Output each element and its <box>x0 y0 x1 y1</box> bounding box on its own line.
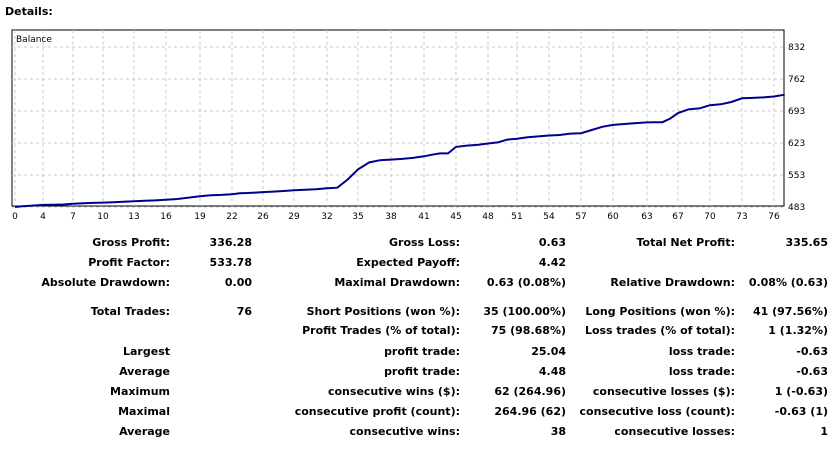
stat-value: -0.63 <box>796 365 828 378</box>
stat-value: -0.63 (1) <box>774 405 828 418</box>
stat-value: 76 <box>236 305 252 318</box>
balance-line <box>14 93 785 208</box>
stat-value: 0.63 (0.08%) <box>486 276 566 289</box>
x-tick-label: 73 <box>736 212 747 222</box>
x-tick-label: 67 <box>672 212 683 222</box>
x-tick-label: 76 <box>768 212 780 222</box>
stat-label: Total Net Profit: <box>636 236 736 249</box>
stat-label: Maximal <box>118 405 170 418</box>
stat-value: 336.28 <box>209 236 252 249</box>
x-tick-label: 35 <box>352 212 363 222</box>
stat-value: 0.00 <box>224 276 252 289</box>
stat-value: 1 <box>820 425 828 438</box>
stat-label: Average <box>119 365 170 378</box>
stat-label: consecutive wins ($): <box>327 385 460 398</box>
stat-label: Average <box>119 425 170 438</box>
details-heading: Details: <box>5 5 53 18</box>
stat-label: Relative Drawdown: <box>610 276 735 289</box>
x-tick-label: 4 <box>40 212 46 222</box>
y-tick-label: 762 <box>788 75 805 85</box>
x-tick-label: 54 <box>543 212 555 222</box>
x-tick-label: 63 <box>641 212 652 222</box>
stat-label: Long Positions (won %): <box>585 305 735 318</box>
stat-label: consecutive losses: <box>614 425 735 438</box>
stat-value: 62 (264.96) <box>494 385 566 398</box>
y-tick-label: 623 <box>788 139 805 149</box>
stat-label: Gross Loss: <box>389 236 460 249</box>
x-tick-label: 45 <box>450 212 461 222</box>
stat-label: Maximum <box>110 385 170 398</box>
stat-label: loss trade: <box>668 345 735 358</box>
x-tick-label: 16 <box>160 212 172 222</box>
stat-value: 75 (98.68%) <box>490 324 566 337</box>
stat-label: Absolute Drawdown: <box>41 276 170 289</box>
stat-label: consecutive profit (count): <box>294 405 460 418</box>
x-axis-ticks: 0 4 7 10 13 16 19 22 26 29 32 35 38 41 45 48 51 54 57 60 63 6… <box>12 212 780 222</box>
x-tick-label: 13 <box>128 212 139 222</box>
stat-value: 0.08% (0.63) <box>748 276 828 289</box>
x-tick-label: 10 <box>97 212 109 222</box>
x-tick-label: 48 <box>482 212 494 222</box>
stat-value: 335.65 <box>785 236 828 249</box>
stat-value: -0.63 <box>796 345 828 358</box>
stat-value: 35 (100.00%) <box>483 305 566 318</box>
x-tick-label: 29 <box>288 212 300 222</box>
stat-value: 4.48 <box>538 365 566 378</box>
stat-value: 4.42 <box>538 256 566 269</box>
stat-value: 41 (97.56%) <box>752 305 828 318</box>
stat-label: consecutive losses ($): <box>592 385 735 398</box>
x-tick-label: 57 <box>575 212 586 222</box>
stat-value: 0.63 <box>538 236 566 249</box>
x-tick-label: 41 <box>418 212 429 222</box>
stat-value: 264.96 (62) <box>494 405 566 418</box>
x-tick-label: 70 <box>704 212 716 222</box>
chart-grid <box>12 30 784 208</box>
stat-label: Total Trades: <box>90 305 170 318</box>
stat-value: 25.04 <box>531 345 566 358</box>
stat-label: Profit Factor: <box>88 256 170 269</box>
y-tick-label: 483 <box>788 203 805 213</box>
y-tick-label: 693 <box>788 107 805 117</box>
stat-label: consecutive wins: <box>349 425 460 438</box>
stat-label: Largest <box>123 345 170 358</box>
stat-label: loss trade: <box>668 365 735 378</box>
stat-label: profit trade: <box>384 345 460 358</box>
stat-label: Short Positions (won %): <box>306 305 460 318</box>
stat-label: Profit Trades (% of total): <box>302 324 460 337</box>
stat-label: Expected Payoff: <box>356 256 460 269</box>
x-tick-label: 51 <box>511 212 522 222</box>
y-tick-label: 553 <box>788 171 805 181</box>
stat-label: Loss trades (% of total): <box>584 324 735 337</box>
y-axis-ticks: 832 762 693 623 553 483 <box>788 43 805 213</box>
x-tick-label: 22 <box>226 212 237 222</box>
chart-series <box>14 93 785 208</box>
balance-chart: Balance 832 762 693 623 553 483 0 4 7 10 13 16 19 22… <box>11 29 805 222</box>
stat-value: 38 <box>550 425 566 438</box>
stat-value: 1 (1.32%) <box>768 324 828 337</box>
x-tick-label: 26 <box>257 212 269 222</box>
x-tick-label: 0 <box>12 212 18 222</box>
x-tick-label: 32 <box>321 212 332 222</box>
stat-value: 533.78 <box>209 256 252 269</box>
x-tick-label: 60 <box>607 212 619 222</box>
y-tick-label: 832 <box>788 43 805 53</box>
stat-label: Maximal Drawdown: <box>334 276 460 289</box>
stat-value: 1 (-0.63) <box>774 385 828 398</box>
x-tick-label: 38 <box>385 212 397 222</box>
stat-label: profit trade: <box>384 365 460 378</box>
x-tick-label: 7 <box>70 212 76 222</box>
chart-plot-area <box>11 29 785 207</box>
stat-label: Gross Profit: <box>92 236 170 249</box>
x-tick-label: 19 <box>194 212 206 222</box>
chart-title: Balance <box>16 35 52 45</box>
stat-label: consecutive loss (count): <box>579 405 735 418</box>
